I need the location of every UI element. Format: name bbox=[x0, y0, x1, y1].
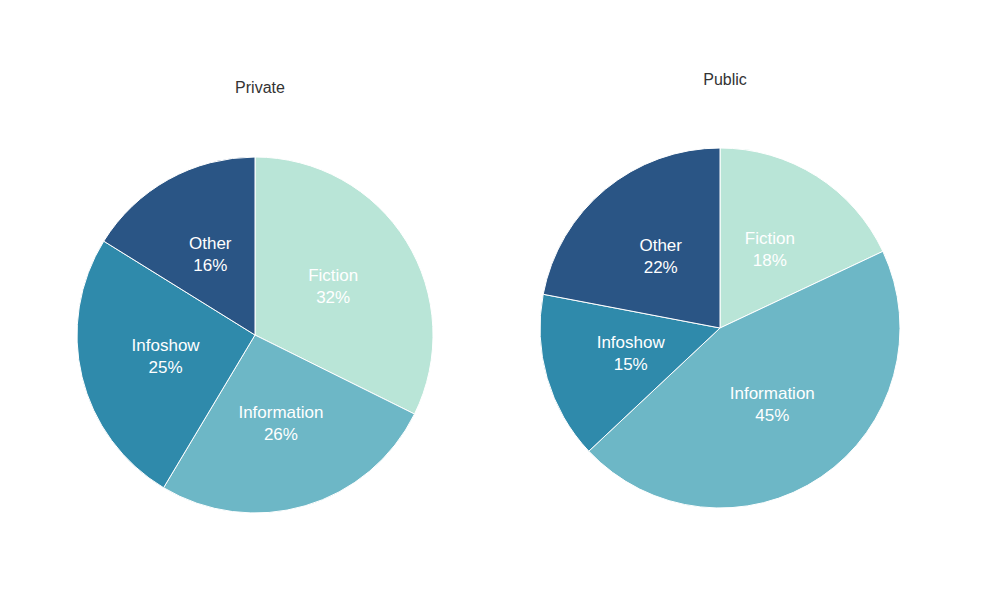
svg-text:32%: 32% bbox=[316, 288, 350, 307]
svg-text:Other: Other bbox=[639, 236, 682, 255]
svg-text:Public: Public bbox=[703, 71, 747, 88]
svg-text:Information: Information bbox=[730, 384, 815, 403]
svg-text:Other: Other bbox=[189, 234, 232, 253]
svg-text:Private: Private bbox=[235, 79, 285, 96]
svg-text:Fiction: Fiction bbox=[308, 266, 358, 285]
svg-text:18%: 18% bbox=[753, 251, 787, 270]
svg-text:26%: 26% bbox=[264, 425, 298, 444]
svg-text:Infoshow: Infoshow bbox=[597, 333, 666, 352]
svg-text:25%: 25% bbox=[149, 358, 183, 377]
svg-text:22%: 22% bbox=[644, 258, 678, 277]
svg-text:45%: 45% bbox=[755, 406, 789, 425]
svg-text:16%: 16% bbox=[193, 256, 227, 275]
svg-text:Information: Information bbox=[238, 403, 323, 422]
svg-text:Infoshow: Infoshow bbox=[132, 336, 201, 355]
svg-text:15%: 15% bbox=[614, 355, 648, 374]
svg-text:Fiction: Fiction bbox=[745, 229, 795, 248]
